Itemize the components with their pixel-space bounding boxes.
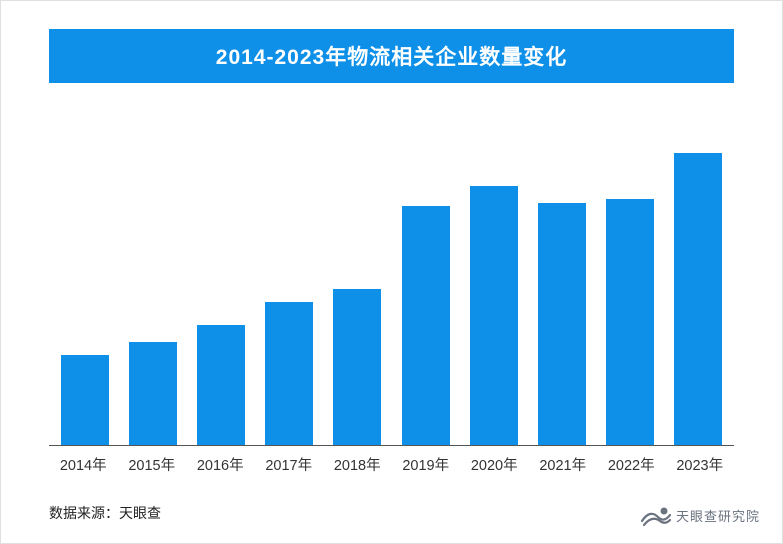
- source-label: 数据来源：: [49, 505, 119, 521]
- bar: [197, 325, 245, 445]
- bar-slot: [51, 113, 119, 445]
- x-label: 2015年: [118, 454, 187, 475]
- bar-slot: [664, 113, 732, 445]
- watermark: 天眼查研究院: [640, 501, 760, 529]
- bar-slot: [255, 113, 323, 445]
- bar: [538, 203, 586, 445]
- bar-slot: [391, 113, 459, 445]
- watermark-text: 天眼查研究院: [676, 506, 760, 525]
- x-label: 2014年: [49, 454, 118, 475]
- bar: [402, 206, 450, 445]
- bar: [333, 289, 381, 445]
- x-axis-labels: 2014年2015年2016年2017年2018年2019年2020年2021年…: [49, 446, 734, 475]
- source-value: 天眼查: [119, 505, 161, 521]
- chart-area: 2014年2015年2016年2017年2018年2019年2020年2021年…: [49, 83, 734, 475]
- bar-slot: [187, 113, 255, 445]
- x-label: 2023年: [666, 454, 735, 475]
- bars-row: [49, 113, 734, 446]
- bar: [470, 186, 518, 445]
- bar: [265, 302, 313, 445]
- x-label: 2017年: [255, 454, 324, 475]
- bar: [61, 355, 109, 445]
- bar: [129, 342, 177, 445]
- bar-slot: [596, 113, 664, 445]
- x-label: 2021年: [529, 454, 598, 475]
- chart-title: 2014-2023年物流相关企业数量变化: [49, 29, 734, 83]
- bar-slot: [119, 113, 187, 445]
- x-label: 2016年: [186, 454, 255, 475]
- watermark-icon: [640, 501, 672, 529]
- bar: [606, 199, 654, 445]
- x-label: 2018年: [323, 454, 392, 475]
- bar-slot: [323, 113, 391, 445]
- chart-container: 2014-2023年物流相关企业数量变化 2014年2015年2016年2017…: [1, 1, 782, 543]
- bar-slot: [460, 113, 528, 445]
- bar: [674, 153, 722, 445]
- x-label: 2022年: [597, 454, 666, 475]
- x-label: 2020年: [460, 454, 529, 475]
- bar-slot: [528, 113, 596, 445]
- x-label: 2019年: [392, 454, 461, 475]
- data-source: 数据来源：天眼查: [49, 503, 734, 523]
